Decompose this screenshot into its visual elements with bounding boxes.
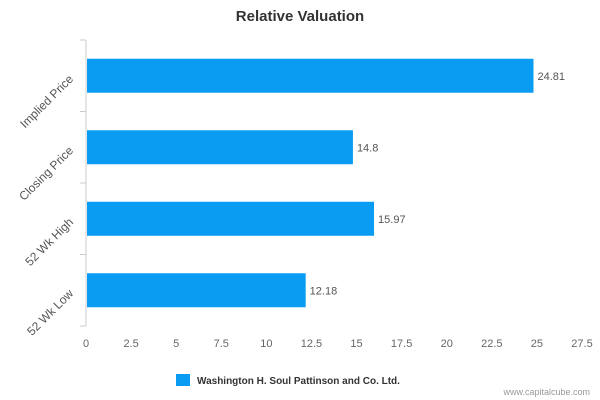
category-label: Implied Price [17, 72, 76, 131]
chart-title: Relative Valuation [236, 8, 364, 25]
x-tick-label: 12.5 [301, 338, 322, 350]
x-tick-label: 2.5 [123, 338, 138, 350]
bar[interactable] [87, 58, 534, 93]
legend[interactable]: Washington H. Soul Pattinson and Co. Ltd… [176, 374, 400, 387]
x-tick-label: 27.5 [571, 338, 592, 350]
data-labels-group: 24.81 14.8 15.97 12.18 [310, 71, 565, 298]
x-tick-label: 10 [260, 338, 272, 350]
data-label: 12.18 [310, 285, 338, 297]
x-tick-label: 15 [350, 338, 362, 350]
data-label: 14.8 [357, 142, 378, 154]
bar[interactable] [87, 273, 306, 308]
x-tick-labels-group: 0 2.5 5 7.5 10 12.5 15 17.5 20 22.5 25 27.5 [83, 338, 593, 350]
data-label: 15.97 [378, 214, 406, 226]
category-label: 52 Wk Low [24, 286, 76, 338]
category-labels-group: Implied Price Closing Price 52 Wk High 52 W… [16, 72, 76, 339]
data-label: 24.81 [537, 71, 565, 83]
x-tick-label: 0 [83, 338, 89, 350]
category-label: Closing Price [16, 143, 76, 203]
x-tick-label: 20 [441, 338, 453, 350]
bar[interactable] [87, 130, 353, 165]
x-tick-label: 5 [173, 338, 179, 350]
bar[interactable] [87, 201, 375, 236]
legend-swatch [176, 374, 190, 386]
category-label: 52 Wk High [22, 215, 76, 269]
category-tick-marks [80, 39, 86, 327]
x-tick-label: 17.5 [391, 338, 412, 350]
bars-group [87, 58, 534, 308]
legend-label: Washington H. Soul Pattinson and Co. Ltd… [197, 376, 400, 387]
x-tick-label: 25 [531, 338, 543, 350]
x-tick-label: 7.5 [214, 338, 229, 350]
x-tick-label: 22.5 [481, 338, 502, 350]
credit-text: www.capitalcube.com [502, 387, 590, 397]
